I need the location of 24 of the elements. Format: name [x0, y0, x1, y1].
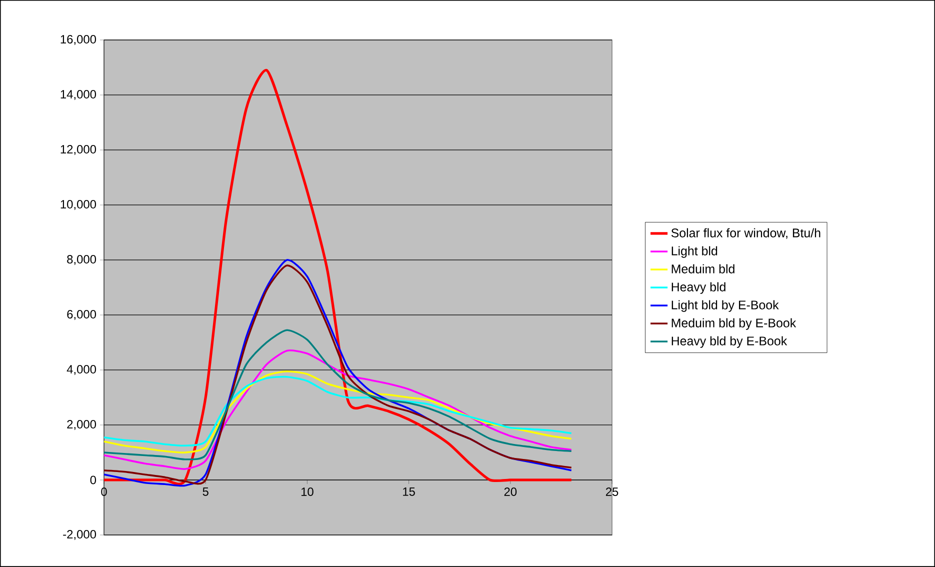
legend-label: Meduim bld by E-Book [672, 318, 796, 330]
y-tick-label: 16,000 [60, 35, 96, 45]
legend-label: Heavy bld [672, 282, 726, 294]
line-series [103, 329, 572, 460]
x-tick-label: 10 [301, 488, 314, 496]
y-tick-label: 12,000 [60, 145, 96, 155]
y-tick-label: 2,000 [67, 420, 96, 430]
y-tick-label: 14,000 [60, 90, 96, 100]
x-tick-label: 15 [403, 488, 415, 496]
legend-label: Light bld by E-Book [672, 300, 779, 312]
y-tick-label: 6,000 [67, 310, 96, 320]
y-tick-label: 0 [90, 476, 96, 484]
legend-label: Meduim bld [672, 264, 734, 274]
legend-label: Heavy bld by E-Book [672, 336, 788, 348]
y-tick-label: -2,000 [63, 530, 96, 540]
x-tick-label: 25 [606, 488, 618, 496]
x-tick-label: 20 [504, 488, 517, 496]
y-tick-label: 10,000 [60, 200, 96, 210]
legend-label: Solar flux for window, Btu/h [671, 228, 820, 239]
legend-label: Light bld [672, 246, 718, 258]
y-tick-label: 4,000 [66, 365, 96, 375]
x-tick-label: 5 [202, 488, 208, 496]
line-series [103, 350, 572, 470]
y-tick-label: 8,000 [67, 255, 96, 265]
